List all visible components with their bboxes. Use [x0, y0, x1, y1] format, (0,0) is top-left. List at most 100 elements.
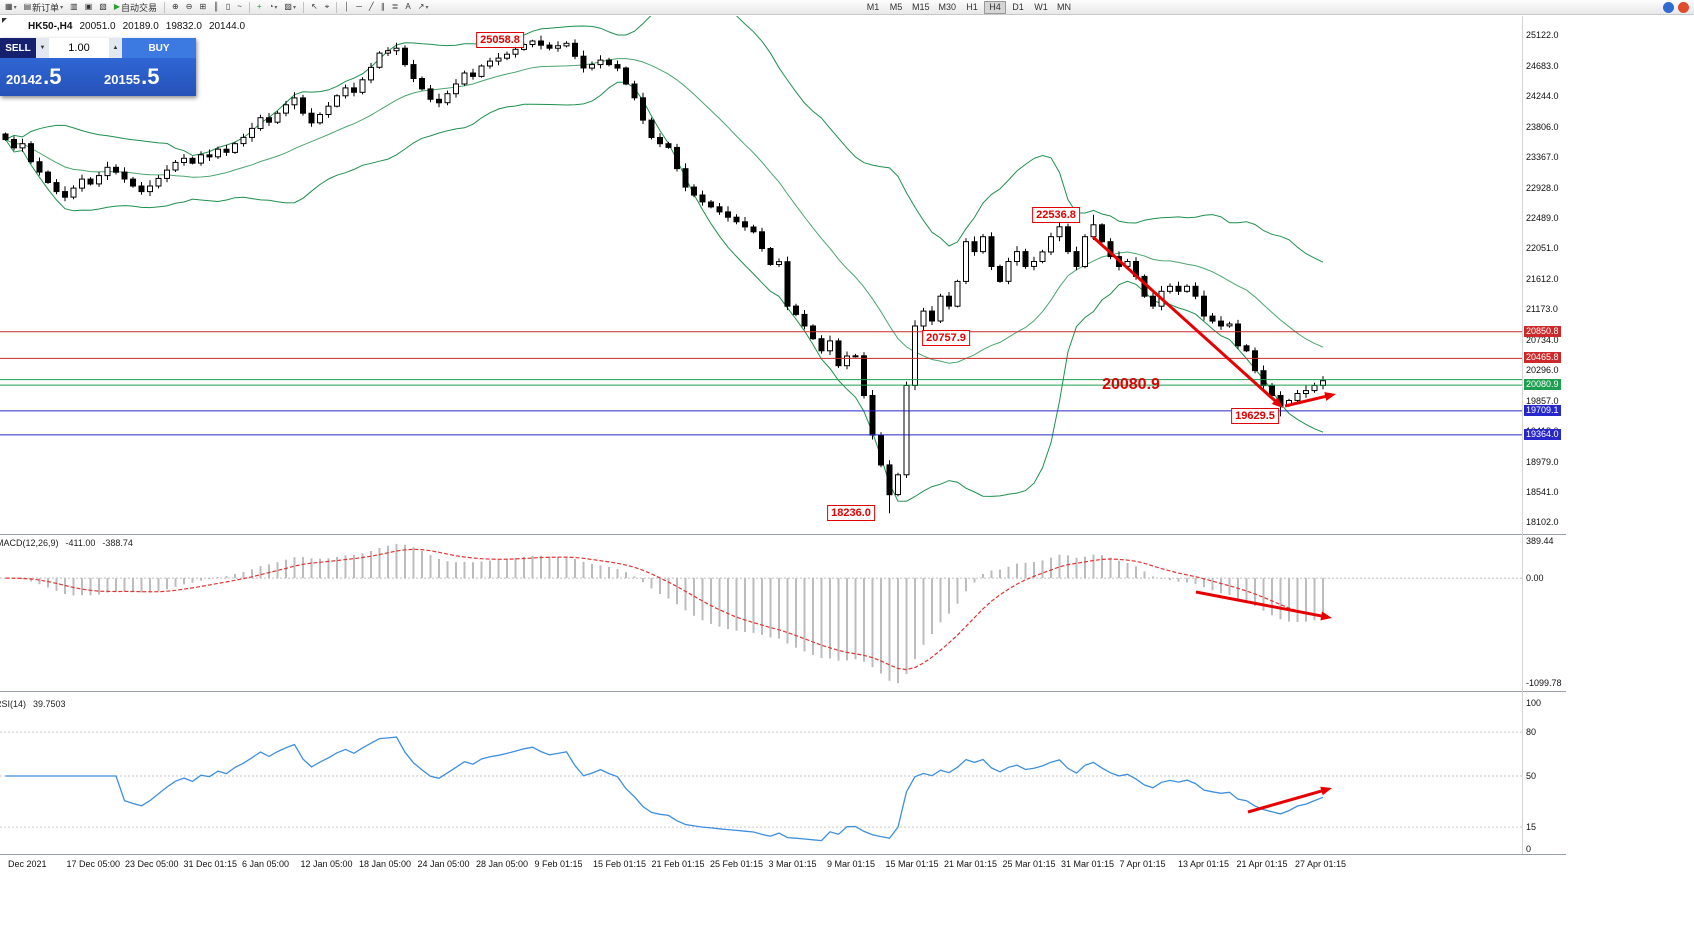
zoom-out-button[interactable]: ⊖ — [183, 1, 196, 14]
time-axis-label: 15 Feb 01:15 — [593, 859, 647, 869]
bar-chart-button[interactable]: ║ — [210, 1, 222, 14]
tile-windows-icon: ⊞ — [199, 2, 207, 11]
horizontal-line-button[interactable]: ─ — [353, 1, 365, 14]
macd-name: MACD(12,26,9) — [0, 538, 59, 548]
timeframe-h1-button[interactable]: H1 — [961, 1, 983, 14]
symbol-period-label: HK50-,H4 — [28, 21, 73, 32]
trend-arrow-head — [1324, 392, 1336, 401]
time-axis-label: 28 Jan 05:00 — [476, 859, 529, 869]
zoom-in-icon: ⊕ — [172, 2, 179, 11]
timeframe-h4-button[interactable]: H4 — [984, 1, 1007, 14]
timeframe-w1-button[interactable]: W1 — [1030, 1, 1052, 14]
time-axis-label: 18 Jan 05:00 — [359, 859, 412, 869]
price-axis-label: 21173.0 — [1526, 304, 1558, 315]
timeframe-m15-button[interactable]: M15 — [908, 1, 934, 14]
cursor-icon: ↖ — [311, 2, 318, 11]
price-axis-label: 18102.0 — [1526, 517, 1559, 528]
cursor-button[interactable]: ↖ — [308, 1, 321, 14]
vertical-line-button[interactable]: │ — [341, 1, 352, 14]
rsi-line — [5, 736, 1324, 842]
autotrading-button[interactable]: ▶ 自动交易 — [111, 1, 160, 14]
time-axis-label: 7 Apr 01:15 — [1119, 859, 1166, 869]
volume-increase-button[interactable]: ▲ — [109, 38, 122, 58]
indicators-button[interactable]: + — [254, 1, 265, 14]
dropdown-caret-icon: ▾ — [274, 4, 278, 11]
time-axis-label: 21 Mar 01:15 — [944, 859, 998, 869]
trade-panel-collapse-icon[interactable] — [2, 18, 7, 23]
line-chart-button[interactable]: ~ — [234, 1, 245, 14]
time-axis-label: 3 Mar 01:15 — [768, 859, 817, 869]
trend-arrow[interactable] — [1247, 788, 1326, 814]
channel-button[interactable]: ∥ — [378, 1, 388, 14]
fibonacci-button[interactable]: ≣ — [389, 1, 402, 14]
price-axis-label: 24244.0 — [1526, 91, 1559, 102]
trendline-button[interactable]: ╱ — [366, 1, 377, 14]
new-chart-button[interactable]: ▦ ▾ — [2, 1, 20, 14]
trend-arrow[interactable] — [1091, 235, 1279, 405]
volume-decrease-button[interactable]: ▼ — [36, 38, 49, 58]
ask-price-main: 20155 — [104, 72, 141, 87]
community-icon[interactable] — [1663, 2, 1674, 13]
ask-price[interactable]: 20155.5 — [98, 64, 196, 90]
price-axis-tag: 19364.0 — [1524, 428, 1561, 440]
panel-separator[interactable] — [0, 691, 1566, 692]
alerts-icon[interactable] — [1678, 2, 1689, 13]
volume-input[interactable] — [49, 38, 109, 58]
rsi-panel[interactable] — [0, 697, 1522, 852]
crosshair-button[interactable]: ⌖ — [322, 1, 333, 14]
new-order-button[interactable]: ▤ 新订单 ▾ — [21, 1, 67, 14]
zoom-in-button[interactable]: ⊕ — [169, 1, 182, 14]
dropdown-caret-icon: ▾ — [13, 4, 17, 11]
time-axis[interactable]: Dec 2021 17 Dec 05:00 23 Dec 05:00 31 Dec 0… — [0, 857, 1560, 873]
buy-button[interactable]: BUY — [122, 38, 196, 58]
macd-panel[interactable] — [0, 536, 1522, 688]
chart-window[interactable]: HK50-,H4 20051.0 20189.0 19832.0 20144.0… — [0, 15, 1694, 938]
ohlc-close: 20144.0 — [208, 21, 246, 32]
price-axis-label: 18541.0 — [1526, 486, 1559, 497]
time-axis-label: 15 Mar 01:15 — [885, 859, 939, 869]
timeframe-mn-button[interactable]: MN — [1053, 1, 1075, 14]
macd-histogram — [13, 543, 1324, 684]
periods-button[interactable]: ◔ ▾ — [266, 1, 281, 14]
bid-price[interactable]: 20142.5 — [0, 64, 98, 90]
trend-arrow-head — [1320, 786, 1332, 796]
tile-windows-button[interactable]: ⊞ — [196, 1, 209, 14]
toolbar-separator — [248, 1, 250, 13]
trade-panel-controls: SELL ▼ ▲ BUY — [0, 38, 196, 58]
timeframe-m30-button[interactable]: M30 — [935, 1, 961, 14]
main-price-chart[interactable] — [0, 16, 1522, 533]
fibonacci-icon: ≣ — [391, 2, 399, 11]
panel-separator[interactable] — [0, 534, 1566, 535]
navigator-icon: ▧ — [99, 2, 107, 11]
templates-button[interactable]: ▨ ▾ — [281, 1, 299, 14]
price-axis-label: 22489.0 — [1526, 213, 1559, 223]
price-axis-label: 23806.0 — [1526, 121, 1559, 132]
candlestick-chart-button[interactable]: ▯ — [223, 1, 233, 14]
trend-arrow[interactable] — [1284, 394, 1330, 408]
price-axis-tag: 20465.8 — [1524, 352, 1561, 364]
price-axis-label: 18979.0 — [1526, 456, 1559, 467]
timeframe-m1-button[interactable]: M1 — [862, 1, 884, 14]
price-axis[interactable]: 25122.0 24683.0 24244.0 23806.0 23367.0 22928… — [1522, 15, 1592, 875]
panel-separator[interactable] — [0, 854, 1566, 855]
data-window-button[interactable]: ▣ — [82, 1, 96, 14]
price-axis-label: 22928.0 — [1526, 182, 1559, 193]
navigator-button[interactable]: ▧ — [96, 1, 110, 14]
time-axis-label: 12 Jan 05:00 — [300, 859, 353, 869]
time-axis-label: 17 Dec 05:00 — [66, 859, 121, 869]
templates-icon: ▨ — [284, 2, 292, 11]
dropdown-caret-icon: ▾ — [425, 4, 429, 11]
text-button[interactable]: A — [402, 1, 413, 14]
price-axis-label: 21612.0 — [1526, 273, 1559, 284]
line-chart-icon: ~ — [237, 2, 242, 11]
timeframe-d1-button[interactable]: D1 — [1007, 1, 1029, 14]
price-axis-label: 25122.0 — [1526, 30, 1559, 41]
timeframe-m5-button[interactable]: M5 — [885, 1, 907, 14]
market-watch-button[interactable]: ▥ — [67, 1, 81, 14]
arrows-button[interactable]: ↗ ▾ — [415, 1, 432, 14]
one-click-trade-panel: SELL ▼ ▲ BUY 20142.5 20155.5 — [0, 38, 196, 96]
trend-arrow[interactable] — [1195, 590, 1326, 619]
ask-price-frac: .5 — [141, 64, 160, 89]
sell-button[interactable]: SELL — [0, 38, 36, 58]
rsi-name: RSI(14) — [0, 699, 27, 709]
